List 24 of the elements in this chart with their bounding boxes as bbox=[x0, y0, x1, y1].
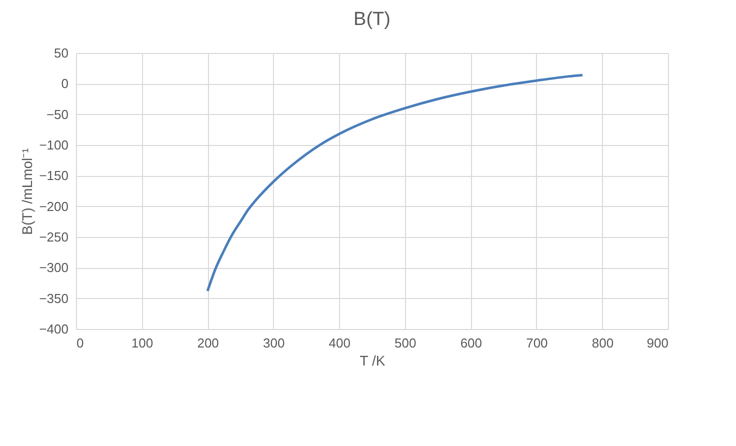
x-tick-label: 900 bbox=[646, 336, 668, 350]
x-axis-title: T /K bbox=[360, 352, 386, 368]
x-tick-label: 500 bbox=[394, 336, 416, 350]
y-tick-label: −200 bbox=[39, 198, 68, 214]
y-tick-label: −250 bbox=[39, 230, 68, 244]
y-tick-label: −350 bbox=[39, 290, 68, 306]
x-tick-label: 300 bbox=[262, 336, 285, 350]
line-series bbox=[206, 74, 584, 292]
x-tick-label: 100 bbox=[131, 336, 154, 350]
y-tick-label: 50 bbox=[54, 46, 68, 60]
x-tick-label: 600 bbox=[460, 336, 482, 350]
y-tick-label: −50 bbox=[46, 106, 68, 122]
y-tick-label: −150 bbox=[39, 168, 68, 184]
chart-title: B(T) bbox=[354, 9, 390, 30]
y-tick-label: −300 bbox=[39, 260, 68, 276]
y-axis-title: B(T) /mLmol⁻¹ bbox=[19, 148, 36, 235]
x-tick-label: 0 bbox=[76, 336, 84, 350]
x-tick-label: 800 bbox=[592, 336, 614, 350]
x-tick-label: 200 bbox=[197, 336, 219, 350]
x-tick-label: 700 bbox=[526, 336, 548, 350]
x-tick-label: 400 bbox=[328, 336, 350, 350]
y-tick-label: −100 bbox=[39, 138, 68, 152]
y-tick-label: 0 bbox=[61, 76, 68, 92]
y-tick-label: −400 bbox=[39, 322, 68, 336]
